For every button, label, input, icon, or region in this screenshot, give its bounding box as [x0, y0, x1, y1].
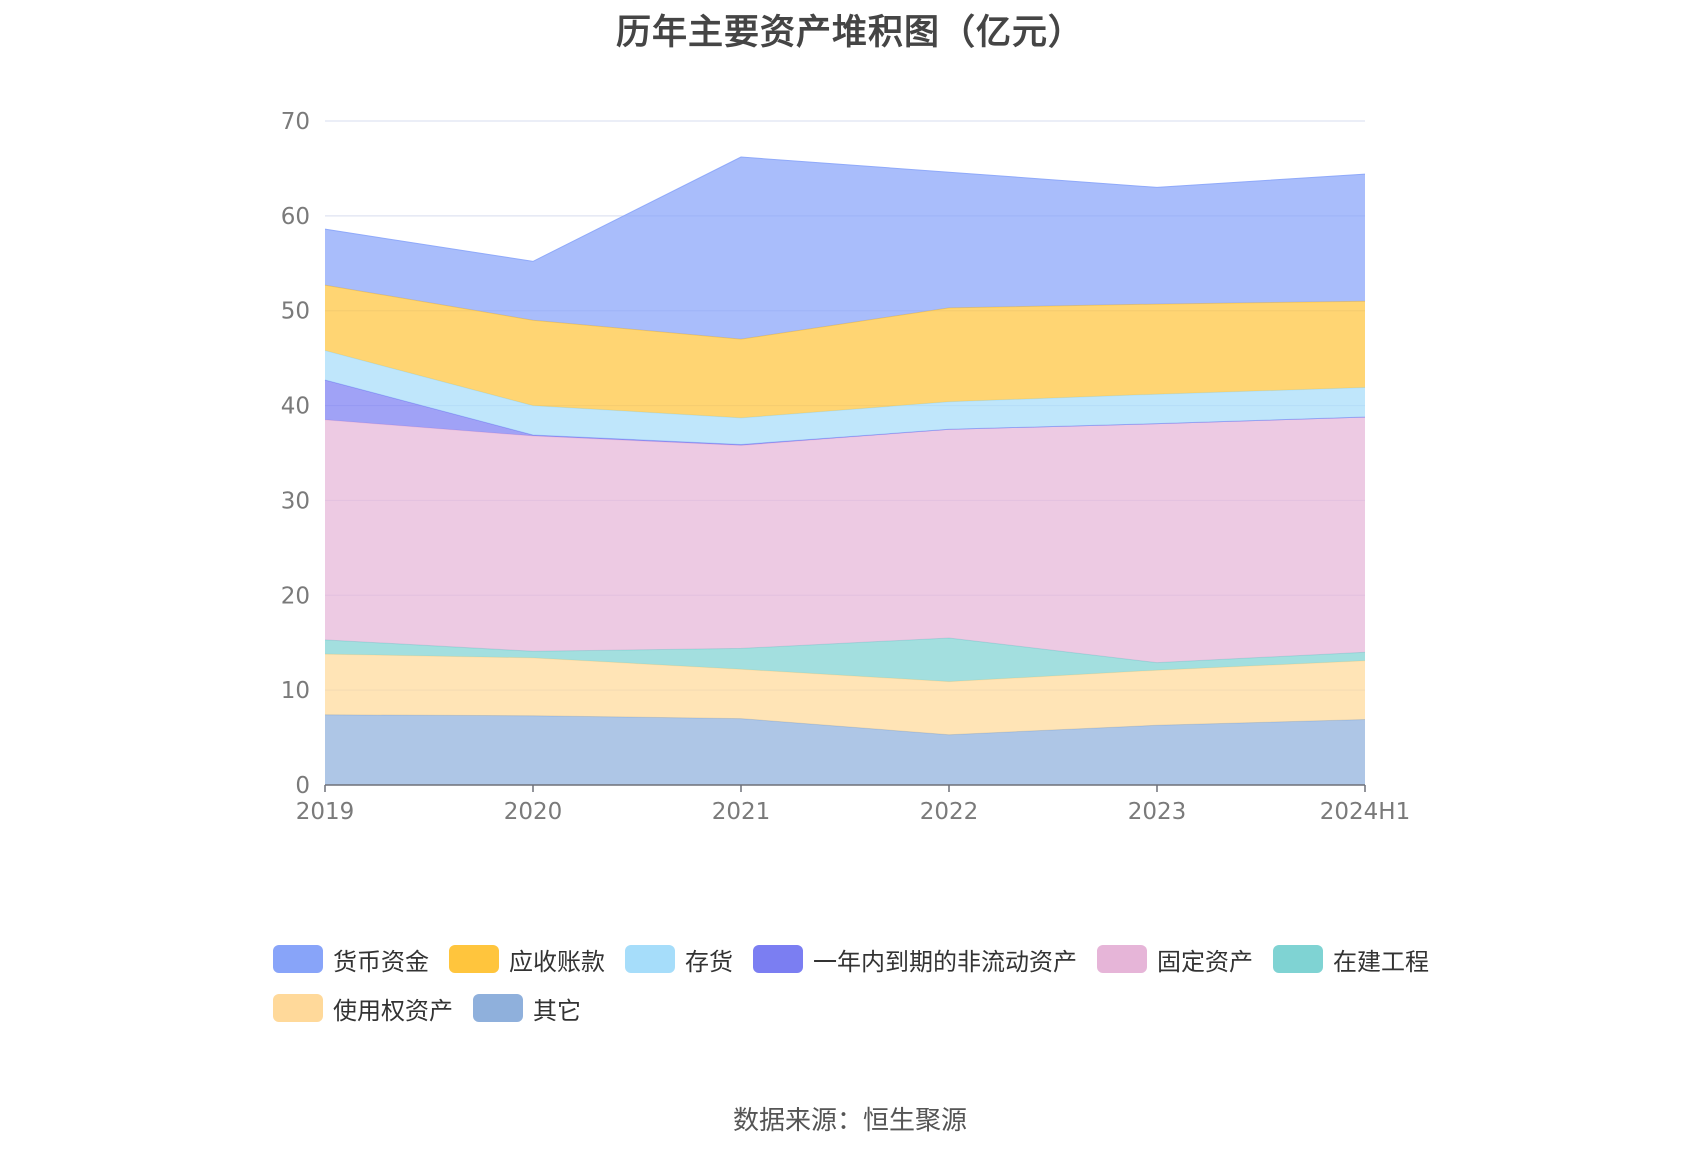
legend-swatch-fixed-assets [1097, 945, 1147, 973]
data-source: 数据来源：恒生聚源 [732, 1106, 967, 1136]
x-tick-label-4: 2023 [1128, 799, 1187, 825]
area-series-2 [325, 637, 1365, 682]
legend-item-others[interactable]: 其它 [473, 991, 581, 1026]
legend-item-inventory[interactable]: 存货 [625, 942, 733, 977]
legend-label-inventory: 存货 [685, 947, 733, 976]
x-tick-label-0: 2019 [296, 799, 355, 825]
legend-label-others: 其它 [533, 996, 581, 1025]
y-tick-label-70: 70 [281, 109, 310, 135]
area-series-7 [325, 157, 1365, 340]
y-tick-label-20: 20 [281, 583, 310, 609]
legend-label-cash: 货币资金 [333, 947, 429, 976]
legend-item-fixed-assets[interactable]: 固定资产 [1097, 942, 1253, 977]
area-series-0 [325, 714, 1365, 785]
legend-item-right-of-use[interactable]: 使用权资产 [273, 991, 453, 1026]
legend-swatch-receivables [449, 945, 499, 973]
legend-swatch-cash [273, 945, 323, 973]
y-tick-label-10: 10 [281, 678, 310, 704]
legend-label-current-noncurrent: 一年内到期的非流动资产 [813, 947, 1077, 976]
legend-swatch-construction [1273, 945, 1323, 973]
x-tick-label-1: 2020 [504, 799, 563, 825]
y-tick-label-0: 0 [295, 773, 310, 799]
area-series-5 [325, 350, 1365, 445]
legend-item-construction[interactable]: 在建工程 [1273, 942, 1429, 977]
legend-label-receivables: 应收账款 [509, 947, 605, 976]
legend-swatch-inventory [625, 945, 675, 973]
legend-label-right-of-use: 使用权资产 [333, 996, 453, 1025]
y-tick-label-30: 30 [281, 488, 310, 514]
y-tick-label-40: 40 [281, 394, 310, 420]
legend-swatch-current-noncurrent [753, 945, 803, 973]
legend-swatch-right-of-use [273, 994, 323, 1022]
chart-title: 历年主要资产堆积图（亿元） [615, 13, 1084, 53]
legend-item-receivables[interactable]: 应收账款 [449, 942, 605, 977]
y-tick-label-60: 60 [281, 204, 310, 230]
legend-label-construction: 在建工程 [1333, 947, 1429, 976]
x-tick-label-3: 2022 [920, 799, 979, 825]
chart-legend: 货币资金 应收账款 存货 一年内到期的非流动资产 固定资产 在建工程 使用权资产 [273, 945, 1473, 1043]
legend-row-2: 使用权资产 其它 [273, 994, 1473, 1025]
legend-row-1: 货币资金 应收账款 存货 一年内到期的非流动资产 固定资产 在建工程 [273, 945, 1473, 976]
legend-item-cash[interactable]: 货币资金 [273, 942, 429, 977]
y-tick-label-50: 50 [281, 299, 310, 325]
legend-label-fixed-assets: 固定资产 [1157, 947, 1253, 976]
legend-item-current-noncurrent[interactable]: 一年内到期的非流动资产 [753, 942, 1077, 977]
x-tick-label-5: 2024H1 [1320, 799, 1410, 825]
area-edge-series-7 [324, 156, 1366, 262]
area-series-6 [325, 285, 1365, 418]
area-series-3 [325, 416, 1365, 663]
legend-swatch-others [473, 994, 523, 1022]
area-series-1 [325, 654, 1365, 735]
chart-plot: 0 10 20 30 40 50 60 70 2019 2020 2021 2022 2023 2024H… [281, 109, 1411, 825]
x-tick-label-2: 2021 [712, 799, 771, 825]
